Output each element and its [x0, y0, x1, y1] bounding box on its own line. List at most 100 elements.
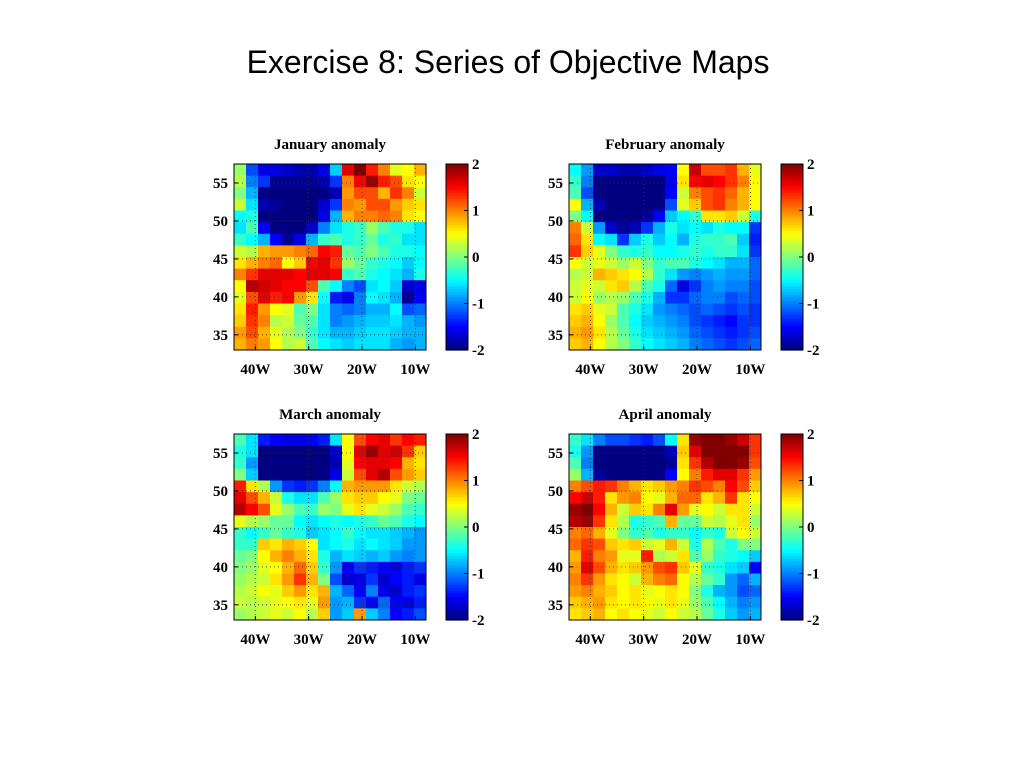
heatmap-cell	[414, 245, 427, 258]
heatmap-cell	[342, 257, 355, 270]
heatmap-cell	[569, 596, 582, 609]
heatmap-cell	[701, 222, 714, 235]
heatmap-cell	[725, 515, 738, 528]
heatmap-cell	[749, 291, 762, 305]
heatmap-cell	[246, 480, 259, 493]
heatmap-cell	[234, 245, 247, 258]
heatmap-cell	[282, 280, 295, 293]
heatmap-cell	[653, 573, 666, 586]
heatmap-cell	[366, 608, 379, 621]
heatmap-cell	[246, 326, 259, 339]
heatmap-cell	[653, 434, 666, 447]
heatmap-cell	[725, 338, 738, 351]
heatmap-cell	[725, 257, 738, 270]
heatmap-cell	[641, 175, 654, 188]
y-tick-label: 55	[548, 176, 563, 192]
colorbar-segment	[446, 204, 468, 209]
heatmap-cell	[294, 338, 307, 351]
heatmap-cell	[294, 457, 307, 470]
heatmap-cell	[414, 585, 427, 598]
heatmap-cell	[246, 492, 259, 505]
heatmap-cell	[414, 468, 427, 482]
heatmap-cell	[366, 503, 379, 516]
colorbar-segment	[781, 172, 803, 177]
heatmap-cell	[234, 492, 247, 505]
heatmap-cell	[701, 303, 714, 316]
heatmap-cell	[581, 164, 594, 177]
heatmap-cell	[725, 573, 738, 586]
heatmap-cell	[354, 268, 367, 281]
colorbar-segment	[446, 579, 468, 583]
heatmap-cell	[270, 445, 283, 458]
colorbar-segment	[781, 198, 803, 203]
heatmap-cell	[282, 550, 295, 563]
colorbar-segment	[781, 190, 803, 194]
heatmap-cell	[641, 527, 654, 540]
colorbar-segment	[446, 201, 468, 206]
colorbar-segment	[781, 164, 803, 168]
colorbar-segment	[446, 576, 468, 580]
heatmap-cell	[701, 538, 714, 551]
colorbar-segment	[446, 561, 468, 566]
colorbar-segment	[781, 169, 803, 174]
heatmap-cell	[306, 550, 319, 563]
heatmap-cell	[629, 527, 642, 540]
heatmap-cell	[641, 538, 654, 551]
y-tick-label: 55	[213, 446, 228, 462]
heatmap-cell	[725, 561, 738, 575]
heatmap-cell	[354, 527, 367, 540]
heatmap-cell	[342, 608, 355, 621]
heatmap-cell	[390, 561, 403, 575]
heatmap-cell	[605, 198, 618, 212]
heatmap-cell	[258, 291, 271, 305]
heatmap-cell	[306, 503, 319, 516]
heatmap-cell	[617, 527, 630, 540]
heatmap-cell	[749, 515, 762, 528]
heatmap-cell	[246, 527, 259, 540]
heatmap-cell	[605, 303, 618, 316]
heatmap-cell	[593, 257, 606, 270]
colorbar-segment	[446, 300, 468, 305]
heatmap-cell	[593, 187, 606, 200]
heatmap-cell	[677, 268, 690, 281]
heatmap-cell	[318, 280, 331, 293]
heatmap-cell	[581, 198, 594, 212]
heatmap-cell	[641, 280, 654, 293]
colorbar-segment	[781, 579, 803, 583]
colorbar-segment	[446, 558, 468, 563]
heatmap-cell	[318, 187, 331, 200]
colorbar-segment	[781, 439, 803, 444]
heatmap-cell	[605, 245, 618, 258]
heatmap-cell	[234, 291, 247, 305]
heatmap-cell	[246, 280, 259, 293]
heatmap-cell	[330, 164, 343, 177]
heatmap-cell	[581, 561, 594, 575]
heatmap-cell	[725, 291, 738, 305]
heatmap-cell	[402, 222, 415, 235]
heatmap-cell	[689, 280, 702, 293]
colorbar-segment	[781, 312, 803, 316]
heatmap-cell	[414, 480, 427, 493]
heatmap-cell	[653, 550, 666, 563]
x-tick-label: 30W	[294, 362, 324, 378]
heatmap-cell	[701, 280, 714, 293]
heatmap-cell	[246, 561, 259, 575]
heatmap-cell	[258, 222, 271, 235]
colorbar-tick-label: -1	[807, 567, 820, 583]
heatmap-cell	[581, 303, 594, 316]
colorbar-segment	[446, 550, 468, 554]
heatmap-cell	[725, 164, 738, 177]
heatmap-cell	[713, 445, 726, 458]
colorbar-segment	[446, 242, 468, 246]
heatmap-cell	[282, 326, 295, 339]
heatmap-cell	[270, 291, 283, 305]
colorbar-tick-label: 2	[807, 427, 815, 443]
heatmap-cell	[318, 210, 331, 223]
heatmap-cell	[581, 457, 594, 470]
heatmap-cell	[653, 291, 666, 305]
heatmap-cell	[713, 561, 726, 575]
heatmap-cell	[366, 338, 379, 351]
heatmap-cell	[318, 608, 331, 621]
heatmap-cell	[569, 222, 582, 235]
heatmap-cell	[270, 538, 283, 551]
